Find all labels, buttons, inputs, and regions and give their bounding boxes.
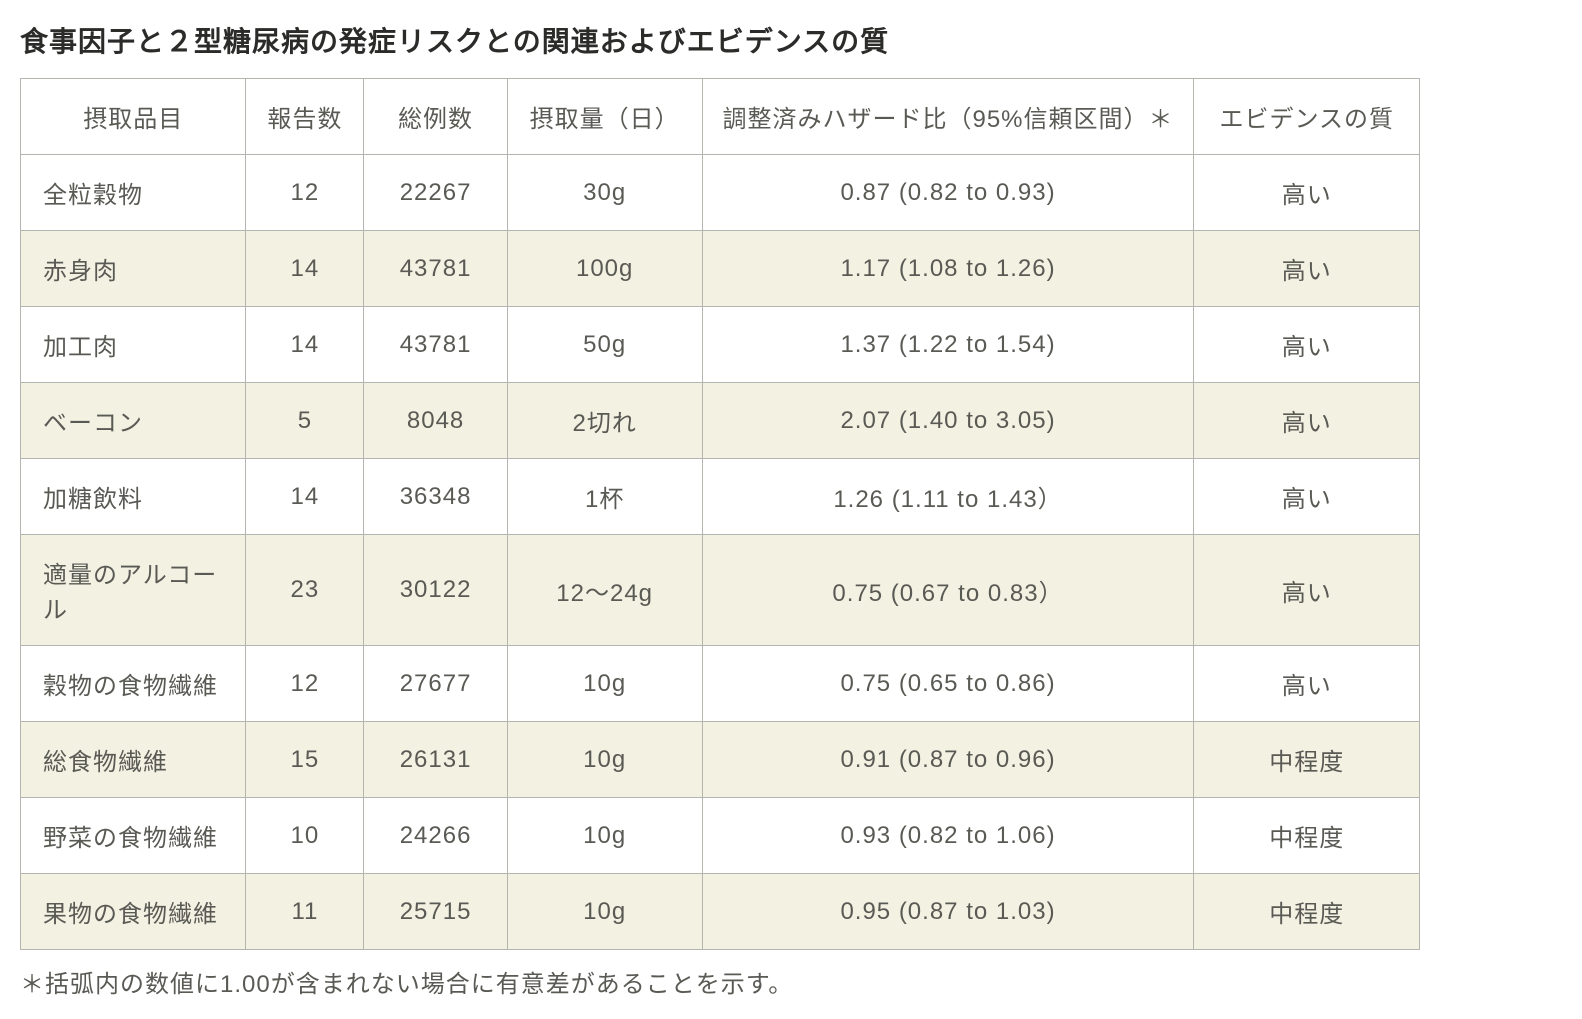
cell-cases: 26131 [364,722,507,798]
cell-hr: 1.17 (1.08 to 1.26) [702,231,1194,307]
cell-hr: 1.37 (1.22 to 1.54) [702,307,1194,383]
cell-reports: 12 [246,155,364,231]
cell-reports: 15 [246,722,364,798]
cell-intake: 12〜24g [507,535,702,646]
cell-quality: 高い [1194,307,1420,383]
cell-reports: 14 [246,459,364,535]
cell-quality: 高い [1194,231,1420,307]
cell-cases: 8048 [364,383,507,459]
table-row: ベーコン580482切れ2.07 (1.40 to 3.05)高い [21,383,1420,459]
cell-item: 果物の食物繊維 [21,874,246,950]
cell-intake: 10g [507,798,702,874]
cell-hr: 0.75 (0.67 to 0.83） [702,535,1194,646]
col-quality: エビデンスの質 [1194,79,1420,155]
cell-quality: 高い [1194,383,1420,459]
evidence-table: 摂取品目 報告数 総例数 摂取量（日） 調整済みハザード比（95%信頼区間）＊ … [20,78,1420,950]
table-row: 全粒穀物122226730g0.87 (0.82 to 0.93)高い [21,155,1420,231]
cell-reports: 10 [246,798,364,874]
table-row: 赤身肉1443781100g1.17 (1.08 to 1.26)高い [21,231,1420,307]
cell-reports: 5 [246,383,364,459]
cell-item: 野菜の食物繊維 [21,798,246,874]
cell-quality: 中程度 [1194,798,1420,874]
cell-item: 加糖飲料 [21,459,246,535]
cell-cases: 25715 [364,874,507,950]
cell-item: 適量のアルコール [21,535,246,646]
cell-intake: 100g [507,231,702,307]
cell-hr: 1.26 (1.11 to 1.43） [702,459,1194,535]
page-title: 食事因子と２型糖尿病の発症リスクとの関連およびエビデンスの質 [20,20,1562,60]
col-intake: 摂取量（日） [507,79,702,155]
cell-intake: 50g [507,307,702,383]
cell-item: 全粒穀物 [21,155,246,231]
cell-quality: 高い [1194,155,1420,231]
cell-hr: 0.95 (0.87 to 1.03) [702,874,1194,950]
table-row: 総食物繊維152613110g0.91 (0.87 to 0.96)中程度 [21,722,1420,798]
cell-quality: 中程度 [1194,874,1420,950]
cell-item: 赤身肉 [21,231,246,307]
cell-intake: 10g [507,722,702,798]
cell-quality: 高い [1194,535,1420,646]
cell-reports: 12 [246,646,364,722]
cell-hr: 0.91 (0.87 to 0.96) [702,722,1194,798]
cell-quality: 高い [1194,646,1420,722]
cell-item: ベーコン [21,383,246,459]
col-cases: 総例数 [364,79,507,155]
table-row: 適量のアルコール233012212〜24g0.75 (0.67 to 0.83）… [21,535,1420,646]
cell-reports: 14 [246,231,364,307]
cell-cases: 43781 [364,231,507,307]
col-item: 摂取品目 [21,79,246,155]
table-row: 果物の食物繊維112571510g0.95 (0.87 to 1.03)中程度 [21,874,1420,950]
cell-hr: 0.87 (0.82 to 0.93) [702,155,1194,231]
table-row: 野菜の食物繊維102426610g0.93 (0.82 to 1.06)中程度 [21,798,1420,874]
cell-intake: 10g [507,874,702,950]
cell-quality: 高い [1194,459,1420,535]
cell-cases: 36348 [364,459,507,535]
cell-intake: 1杯 [507,459,702,535]
cell-hr: 0.93 (0.82 to 1.06) [702,798,1194,874]
cell-intake: 10g [507,646,702,722]
cell-item: 総食物繊維 [21,722,246,798]
cell-cases: 27677 [364,646,507,722]
cell-intake: 30g [507,155,702,231]
footnote: ＊括弧内の数値に1.00が含まれない場合に有意差があることを示す。 [20,964,1562,999]
cell-cases: 22267 [364,155,507,231]
cell-intake: 2切れ [507,383,702,459]
cell-cases: 30122 [364,535,507,646]
cell-hr: 0.75 (0.65 to 0.86) [702,646,1194,722]
cell-cases: 43781 [364,307,507,383]
cell-item: 加工肉 [21,307,246,383]
cell-quality: 中程度 [1194,722,1420,798]
cell-reports: 14 [246,307,364,383]
table-row: 加糖飲料14363481杯1.26 (1.11 to 1.43）高い [21,459,1420,535]
col-hr: 調整済みハザード比（95%信頼区間）＊ [702,79,1194,155]
table-row: 穀物の食物繊維122767710g0.75 (0.65 to 0.86)高い [21,646,1420,722]
cell-reports: 11 [246,874,364,950]
table-header-row: 摂取品目 報告数 総例数 摂取量（日） 調整済みハザード比（95%信頼区間）＊ … [21,79,1420,155]
cell-hr: 2.07 (1.40 to 3.05) [702,383,1194,459]
table-body: 全粒穀物122226730g0.87 (0.82 to 0.93)高い赤身肉14… [21,155,1420,950]
col-reports: 報告数 [246,79,364,155]
cell-reports: 23 [246,535,364,646]
cell-item: 穀物の食物繊維 [21,646,246,722]
table-row: 加工肉144378150g1.37 (1.22 to 1.54)高い [21,307,1420,383]
cell-cases: 24266 [364,798,507,874]
